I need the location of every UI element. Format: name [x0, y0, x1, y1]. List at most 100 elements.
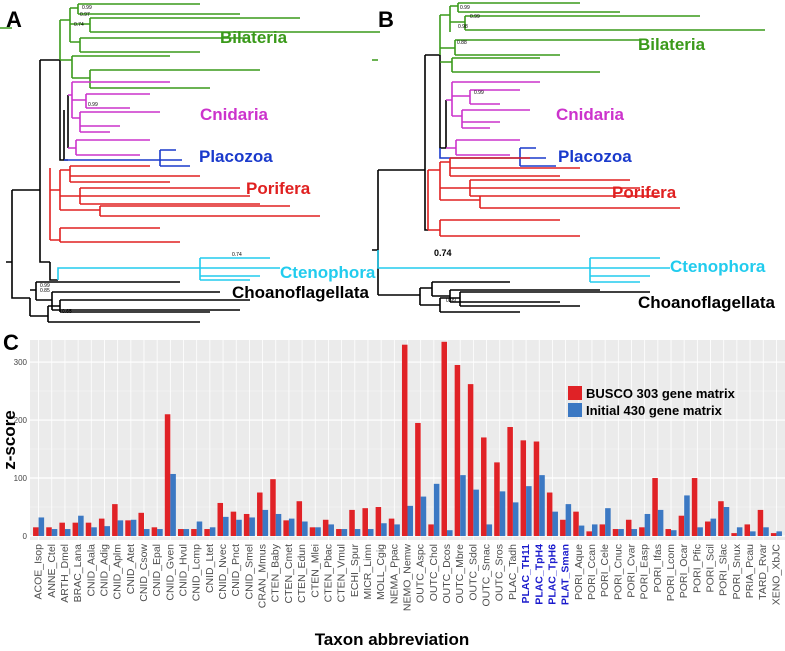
bar-initial	[91, 527, 97, 536]
bar-busco	[415, 422, 421, 536]
bar-busco	[718, 501, 724, 536]
bar-initial	[196, 521, 203, 536]
x-tick-label: PORI_Lcom	[665, 544, 677, 601]
bar-initial	[223, 516, 229, 536]
bar-busco	[46, 527, 52, 536]
x-tick-label: OUTC_Smac	[481, 544, 493, 606]
bar-initial	[288, 518, 295, 536]
bar-initial	[710, 518, 717, 536]
x-tick-label: NEMO_Nemw	[402, 544, 414, 612]
bar-initial	[302, 521, 308, 536]
bar-busco	[454, 364, 461, 536]
x-tick-label: CNID_Smel	[243, 544, 255, 599]
x-tick-label: CRAN_Mmus	[257, 544, 269, 608]
legend-label-busco: BUSCO 303 gene matrix	[586, 386, 736, 401]
x-tick-label: CNID_Pnct	[230, 544, 242, 597]
bar-initial	[657, 509, 664, 536]
bar-initial	[249, 517, 255, 536]
bar-busco	[507, 427, 513, 536]
y-tick-label: 300	[14, 358, 28, 367]
bar-initial	[539, 475, 545, 536]
bar-busco	[639, 527, 645, 536]
bar-busco	[586, 531, 592, 536]
bar-busco	[257, 492, 263, 536]
x-tick-label: PORI_Cvar	[625, 544, 637, 598]
bar-initial	[460, 475, 466, 536]
bar-busco	[230, 511, 237, 536]
x-tick-label: PLAC_Tadh	[507, 544, 519, 600]
bar-initial	[433, 483, 440, 536]
panel-label-c: C	[3, 330, 19, 355]
bar-busco	[191, 529, 197, 536]
bar-busco	[33, 527, 39, 536]
bar-busco	[388, 518, 395, 536]
x-tick-label: XENO_XbJC	[770, 544, 782, 606]
x-tick-label: TARD_Rvar	[757, 543, 769, 599]
x-tick-label: PORI_Aque	[573, 544, 585, 600]
bar-initial	[262, 509, 269, 536]
bar-busco	[652, 478, 658, 536]
x-tick-label: CNID_Lcmp	[191, 544, 203, 601]
bar-initial	[275, 513, 282, 536]
bar-busco	[770, 533, 777, 536]
bar-initial	[512, 502, 519, 536]
bar-busco	[665, 529, 672, 536]
bar-busco	[296, 501, 303, 536]
bar-initial	[117, 520, 124, 536]
legend-label-initial: Initial 430 gene matrix	[586, 403, 723, 418]
bar-busco	[177, 529, 184, 536]
x-tick-label: PORI_Cele	[599, 544, 611, 597]
legend-swatch-initial	[568, 403, 582, 417]
x-tick-label: CTEN_Vmul	[336, 544, 348, 602]
x-tick-label: PLAT_Sman	[560, 544, 572, 605]
bar-busco	[546, 492, 553, 536]
x-tick-label: PLAC_TpH6	[546, 544, 558, 605]
x-tick-label: CNID_Adig	[98, 544, 110, 597]
y-tick-label: 100	[14, 474, 28, 483]
x-tick-label: PLAC_TpH4	[533, 544, 545, 605]
bar-busco	[731, 533, 737, 536]
bar-initial	[723, 507, 730, 536]
x-tick-label: CNID_Aala	[85, 544, 97, 597]
bar-busco	[560, 519, 566, 536]
bar-initial	[684, 495, 690, 536]
bar-initial	[447, 530, 453, 536]
x-tick-label: PORI_Slac	[718, 544, 730, 596]
bar-initial	[486, 524, 493, 536]
x-tick-label: CNID_Nvec	[217, 544, 229, 599]
bar-initial	[38, 517, 45, 536]
bar-busco	[125, 520, 131, 536]
x-tick-label: PORI_Cnuc	[612, 544, 624, 600]
x-tick-label: PORI_Scil	[705, 544, 717, 592]
bar-busco	[322, 519, 329, 536]
bar-initial	[526, 486, 532, 536]
bar-busco	[599, 524, 606, 536]
bar-initial	[473, 489, 479, 536]
x-tick-label: ARTH_Dmel	[59, 544, 71, 603]
bar-busco	[494, 462, 500, 536]
bar-busco	[428, 524, 434, 536]
bar-initial	[776, 531, 782, 536]
x-tick-label: PLAC_TH11	[520, 544, 532, 604]
x-tick-label: CTEN_Mlei	[309, 544, 321, 598]
bar-busco	[98, 518, 105, 536]
x-tick-label: ECHI_Spur	[349, 544, 361, 598]
x-tick-label: CNID_Hvul	[178, 544, 190, 597]
x-tick-label: PORI_Easp	[639, 544, 651, 600]
bar-initial	[671, 530, 677, 536]
x-tick-label: PORI_Snux	[731, 543, 743, 599]
bar-busco	[757, 509, 764, 536]
bar-busco	[72, 522, 79, 536]
bar-initial	[394, 524, 400, 536]
bar-initial	[763, 527, 769, 536]
bar-busco	[112, 504, 118, 536]
bar-busco	[283, 520, 289, 536]
bar-busco	[85, 522, 92, 536]
bar-initial	[328, 524, 334, 536]
x-tick-label: MICR_Limn	[362, 544, 374, 600]
bar-busco	[362, 508, 368, 536]
x-tick-label: CNID_Ltet	[204, 544, 216, 593]
x-tick-label: CNID_Aplm	[112, 544, 124, 600]
x-tick-label: NEMA_Ppac	[388, 544, 400, 604]
